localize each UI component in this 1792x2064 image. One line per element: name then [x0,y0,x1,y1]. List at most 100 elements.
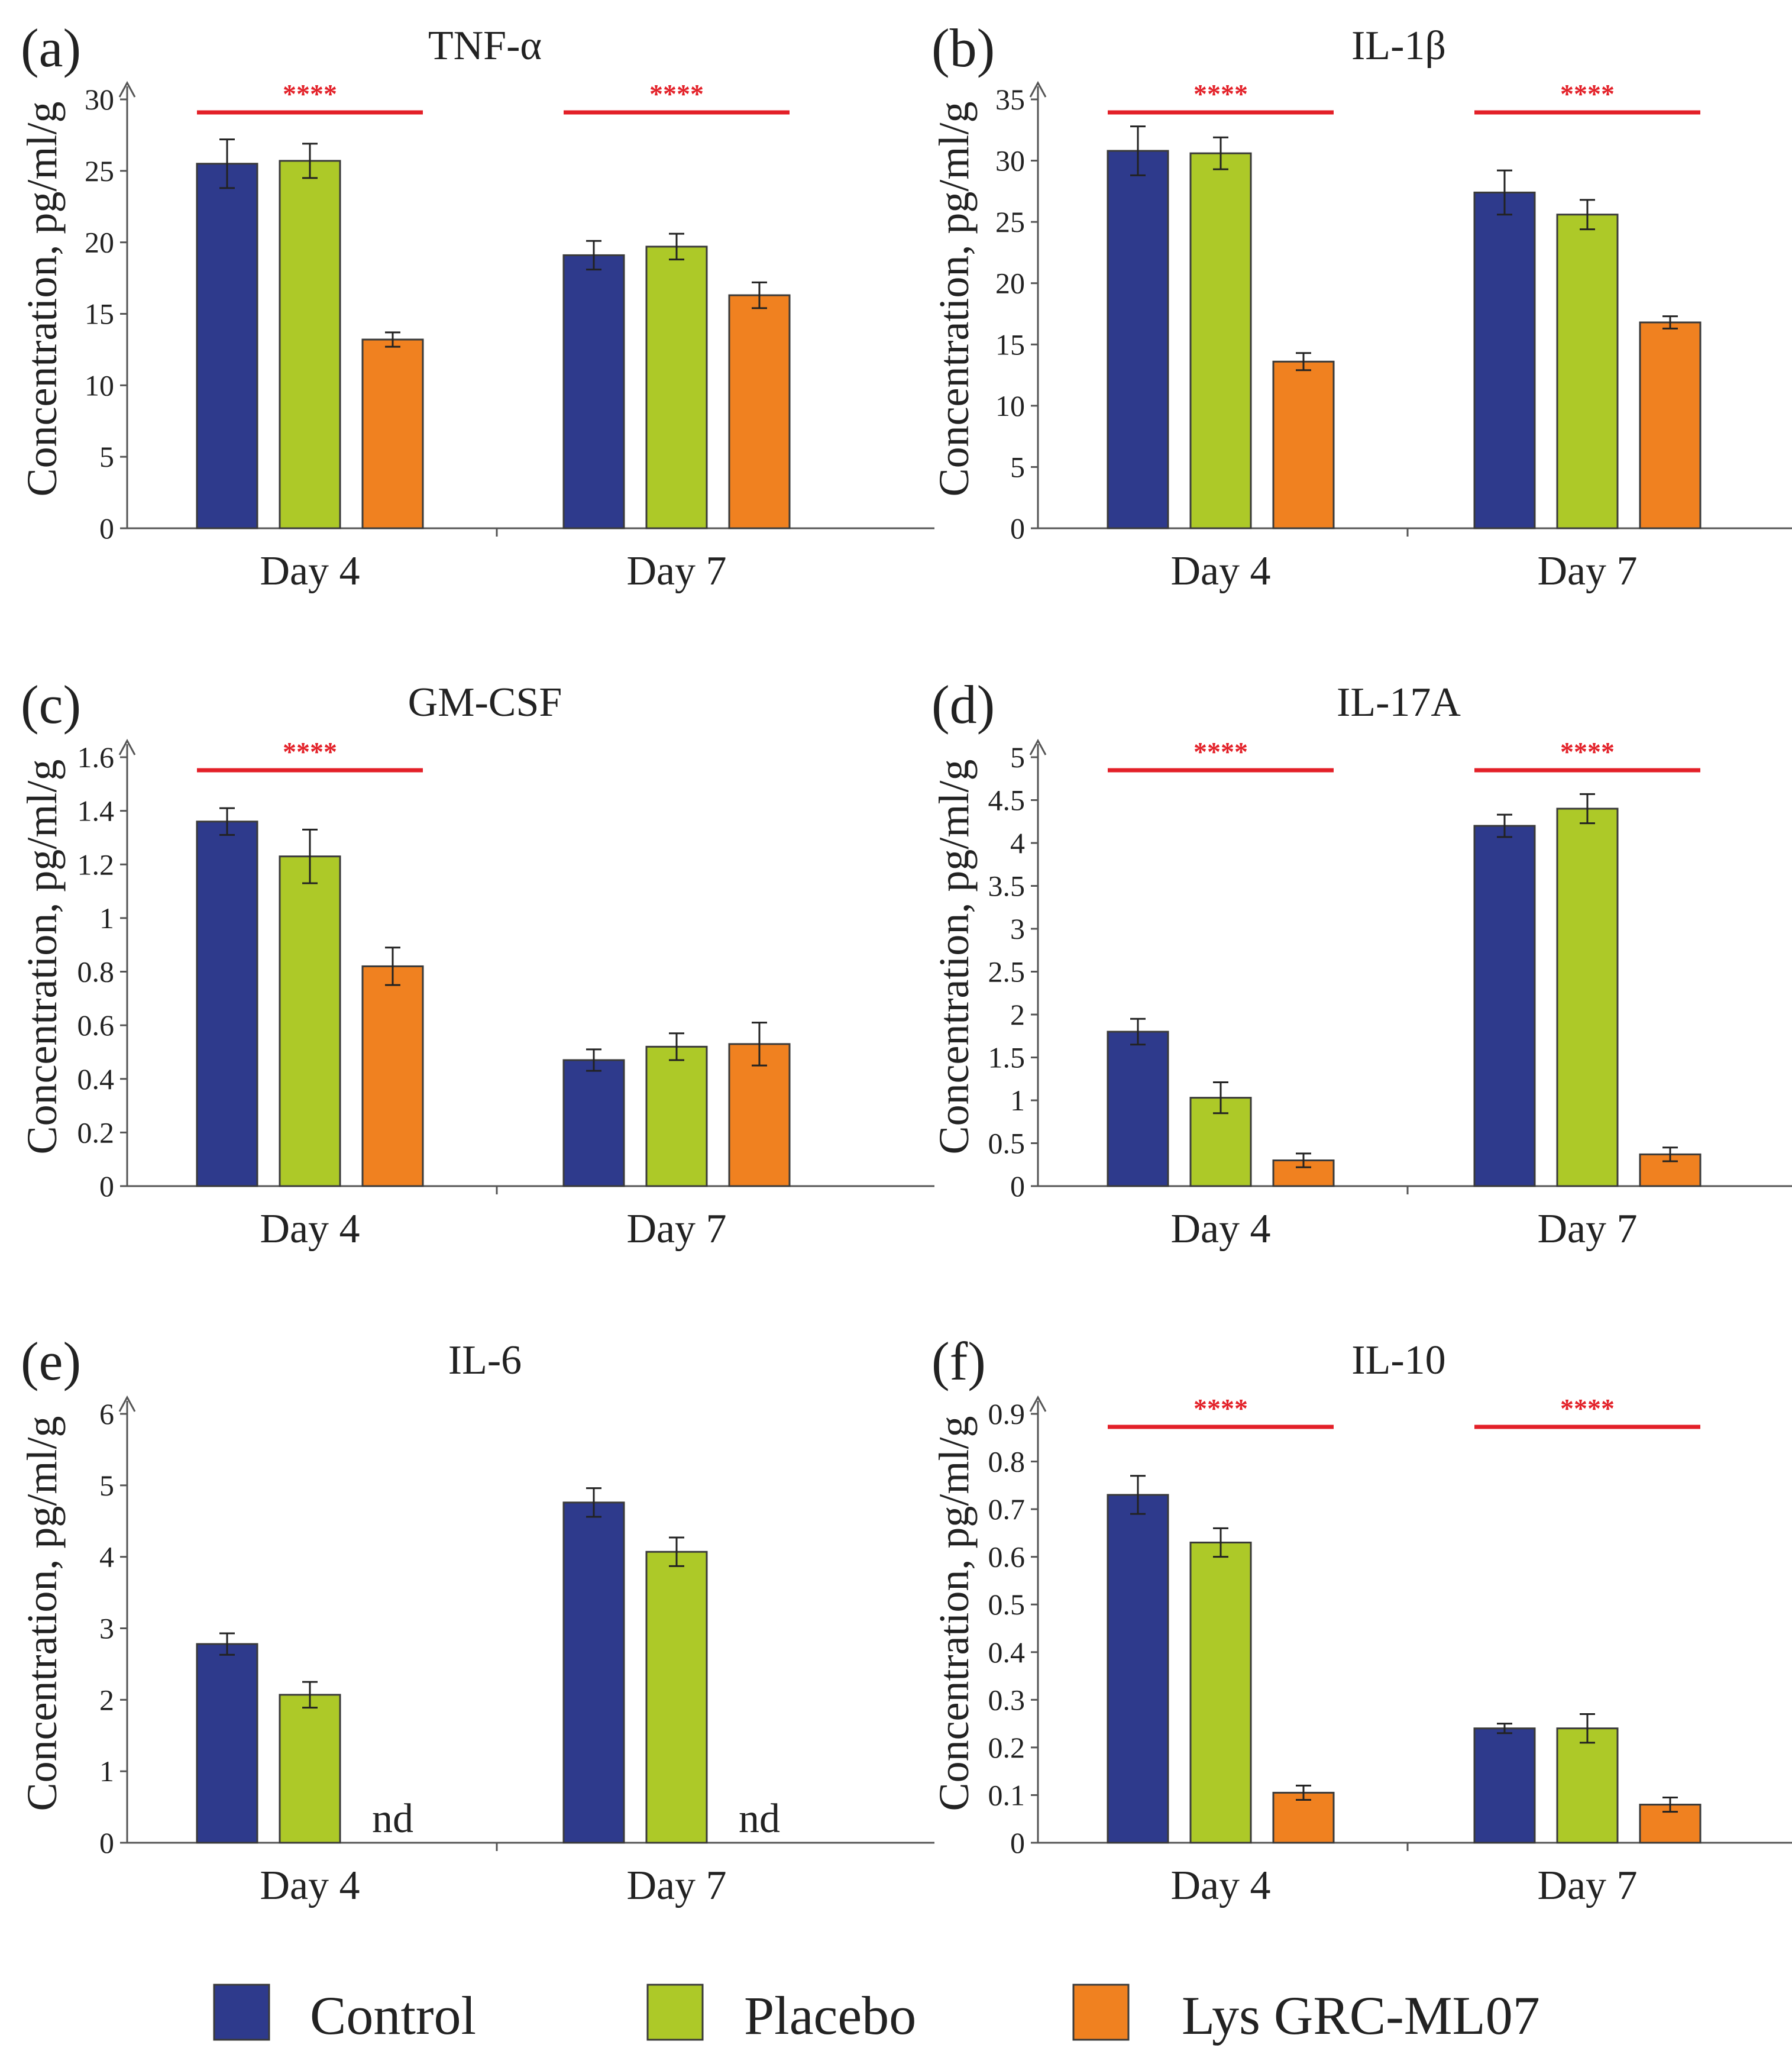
y-tick-label: 0.8 [988,1445,1026,1478]
bar-control-day-7 [562,1059,625,1187]
chart-title: GM-CSF [408,680,562,725]
panel-label: (c) [21,674,81,735]
y-tick-label: 0.8 [77,955,115,989]
not-detected-label: nd [739,1796,780,1842]
legend-label-placebo: Placebo [744,1985,916,2046]
y-tick-label: 0.5 [988,1127,1026,1160]
bar-control-day-7 [1473,1727,1536,1844]
y-tick-label: 0.9 [988,1397,1026,1430]
bar-placebo-day-7 [645,1045,708,1187]
bar-control-day-7 [1473,191,1536,529]
y-tick-label: 0.1 [988,1778,1026,1811]
chart-panel-il-17a: (d) IL-17A Concentration, pg/ml/g 0 0.5 1 1.5 2… [930,674,1792,1252]
not-detected-label: nd [372,1796,413,1842]
x-tick-label: Day 7 [626,1206,726,1252]
legend: Control Placebo Lys GRC-ML07 [213,1984,1540,2046]
y-tick-label: 4 [1010,826,1025,860]
y-tick-label: 2 [99,1683,114,1716]
y-tick-label: 0 [99,512,114,545]
y-axis-arrow-icon [1029,738,1047,755]
x-tick-label: Day 7 [626,1863,726,1908]
legend-label-lys-grc-ml07: Lys GRC-ML07 [1182,1985,1540,2046]
y-tick-label: 0 [99,1826,114,1859]
bar-placebo-day-7 [1556,807,1619,1187]
bar-lys-grc-ml07-day-4 [1272,360,1335,529]
x-tick-label: Day 4 [260,1206,360,1252]
y-tick-label: 3 [1010,912,1025,945]
significance-stars: **** [1193,79,1248,109]
legend-swatch-placebo [646,1984,704,2041]
panel-label: (f) [931,1331,986,1391]
bar-lys-grc-ml07-day-7 [1639,321,1702,529]
x-tick-label: Day 7 [1537,1206,1637,1252]
y-axis-arrow-icon [118,80,136,98]
y-tick-label: 1.6 [77,741,115,774]
y-axis-label: Concentration, pg/ml/g [18,102,66,497]
y-tick-label: 1.4 [77,794,115,828]
chart-panel-il-1: (b) IL-1β Concentration, pg/ml/g 0 5 10 15 20 25… [930,18,1792,594]
x-tick-label: Day 4 [260,1863,360,1908]
significance-stars: **** [1193,737,1248,767]
y-axis-arrow-icon [118,1395,136,1412]
y-tick-label: 15 [85,298,114,331]
y-tick-label: 5 [1010,741,1025,774]
panel-label: (e) [21,1331,81,1391]
chart-panel-il-6: (e) IL-6 Concentration, pg/ml/g 0 1 2 3 4 5 6 Day … [18,1331,934,1908]
bar-placebo-day-4 [279,855,341,1187]
bar-control-day-4 [1107,1031,1169,1187]
chart-panel-gm-csf: (c) GM-CSF Concentration, pg/ml/g 0 0.2 0.4 0.… [18,674,934,1252]
bar-control-day-7 [562,1501,625,1844]
significance-stars: **** [1193,1393,1248,1423]
y-tick-label: 0.4 [988,1636,1026,1669]
x-tick-label: Day 4 [260,548,360,594]
bar-lys-grc-ml07-day-7 [728,294,791,529]
y-tick-label: 0.2 [988,1731,1026,1764]
y-tick-label: 3 [99,1612,114,1645]
bar-placebo-day-4 [1189,1542,1252,1844]
chart-title: IL-1β [1351,23,1446,69]
significance-stars: **** [283,737,337,767]
y-tick-label: 1 [99,902,114,935]
x-tick-label: Day 7 [626,548,726,594]
y-tick-label: 1 [99,1755,114,1788]
y-tick-label: 10 [995,389,1025,422]
chart-title: TNF-α [428,23,542,69]
bar-control-day-7 [1473,825,1536,1187]
y-tick-label: 0.3 [988,1683,1026,1716]
y-axis-label: Concentration, pg/ml/g [18,760,66,1155]
y-tick-label: 5 [99,440,114,473]
y-tick-label: 3.5 [988,870,1026,903]
bar-placebo-day-7 [645,246,708,529]
y-axis-arrow-icon [118,738,136,755]
bar-placebo-day-7 [1556,1727,1619,1844]
y-tick-label: 20 [995,267,1025,300]
y-tick-label: 0.6 [77,1009,115,1042]
bar-lys-grc-ml07-day-4 [1272,1791,1335,1844]
y-axis-label: Concentration, pg/ml/g [930,1416,978,1811]
bar-control-day-4 [196,163,258,529]
y-tick-label: 10 [85,369,114,402]
y-tick-label: 30 [995,144,1025,177]
significance-stars: **** [649,79,704,109]
bar-control-day-4 [1107,150,1169,529]
bar-lys-grc-ml07-day-4 [361,965,424,1187]
x-tick-label: Day 4 [1170,1206,1270,1252]
y-tick-label: 0 [1010,1170,1025,1203]
y-axis-arrow-icon [1029,80,1047,98]
chart-panel-tnf: (a) TNF-α Concentration, pg/ml/g 0 5 10 15 20 25… [18,18,934,594]
y-tick-label: 30 [85,83,114,116]
y-tick-label: 2 [1010,998,1025,1031]
y-tick-label: 0 [1010,1826,1025,1859]
y-tick-label: 0.7 [988,1493,1026,1526]
bar-control-day-4 [1107,1494,1169,1844]
chart-title: IL-10 [1351,1338,1445,1383]
significance-stars: **** [1560,1393,1615,1423]
bar-placebo-day-7 [645,1551,708,1844]
significance-stars: **** [283,79,337,109]
legend-swatch-lys-grc-ml07 [1072,1984,1130,2041]
y-tick-label: 5 [1010,450,1025,483]
bar-placebo-day-4 [1189,152,1252,529]
y-tick-label: 5 [99,1469,114,1502]
